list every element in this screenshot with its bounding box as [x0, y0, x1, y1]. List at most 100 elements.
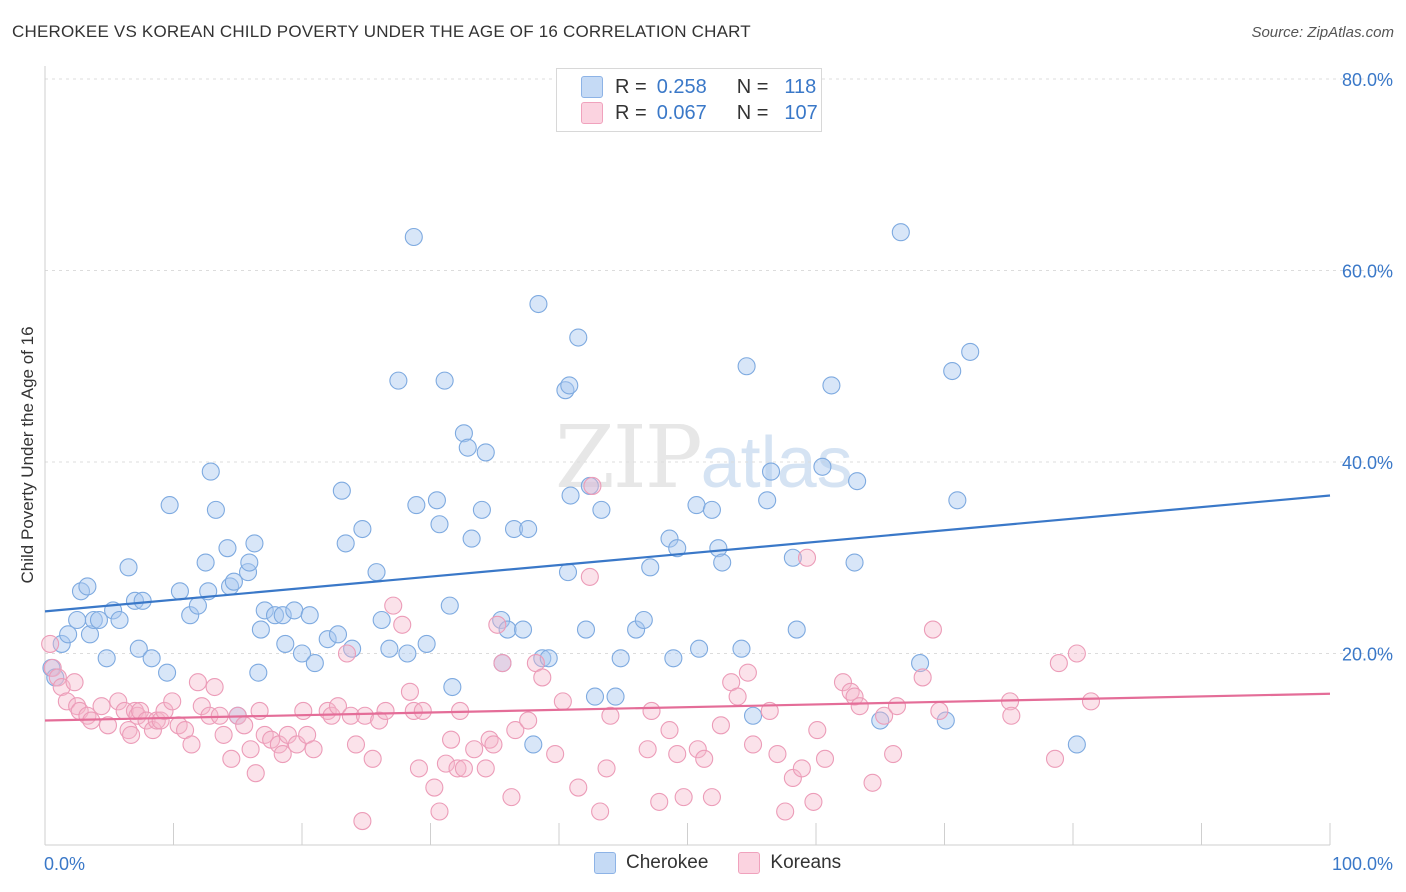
cherokee-point — [273, 606, 292, 625]
legend-n-value: 107 — [784, 101, 818, 124]
koreans-point — [597, 759, 616, 778]
cherokee-point — [84, 610, 103, 630]
cherokee-point — [265, 606, 285, 625]
cherokee-point — [524, 735, 543, 754]
koreans-point — [205, 677, 224, 697]
koreans-trend-line — [44, 692, 1331, 722]
cherokee-point — [687, 496, 706, 515]
koreans-point — [760, 701, 779, 721]
koreans-point — [792, 759, 811, 778]
koreans-point — [400, 682, 419, 701]
cherokee-point — [458, 438, 477, 457]
legend-r-value: 0.258 — [656, 75, 707, 98]
cherokee-point — [848, 472, 867, 491]
chart-title: CHEROKEE VS KOREAN CHILD POVERTY UNDER T… — [12, 22, 751, 41]
cherokee-point — [709, 539, 728, 558]
cherokee-point — [560, 376, 579, 395]
cherokee-point — [305, 654, 324, 673]
koreans-point — [143, 721, 162, 740]
koreans-point — [1045, 749, 1065, 768]
cherokee-point — [690, 639, 709, 658]
y-tick-label: 80.0% — [1342, 70, 1393, 90]
koreans-point — [294, 701, 313, 721]
cherokee-point — [80, 625, 100, 644]
cherokee-point — [576, 620, 596, 639]
koreans-point — [384, 596, 403, 615]
koreans-point — [119, 721, 138, 740]
cherokee-point — [292, 644, 312, 663]
koreans-point — [815, 749, 835, 768]
koreans-point — [728, 687, 747, 706]
koreans-point — [743, 735, 763, 754]
koreans-point — [341, 706, 360, 725]
cherokee-point — [660, 529, 679, 548]
cherokee-point — [380, 639, 399, 658]
cherokee-point — [97, 649, 116, 668]
koreans-point — [583, 476, 602, 495]
legend-r-label: R = — [615, 75, 647, 98]
cherokee-point — [240, 553, 259, 572]
koreans-point — [122, 725, 141, 744]
koreans-point — [128, 706, 147, 725]
cherokee-point — [398, 644, 417, 663]
cherokee-point — [353, 519, 372, 539]
koreans-point — [278, 725, 297, 744]
koreans-point — [493, 654, 512, 673]
cherokee-point — [68, 610, 87, 630]
cherokee-point — [407, 496, 426, 515]
koreans-point — [695, 749, 714, 768]
cherokee-swatch — [581, 76, 603, 98]
legend-label-koreans: Koreans — [770, 852, 842, 873]
koreans-point — [98, 716, 118, 735]
cherokee-point — [664, 649, 683, 668]
legend-n-label: N = — [736, 101, 769, 124]
cherokee-point — [142, 649, 161, 668]
correlation-legend: R = 0.258 N = 118 R = 0.067 N = 107 — [556, 68, 822, 132]
cherokee-point — [519, 519, 538, 539]
cherokee-point — [318, 630, 337, 649]
koreans-point — [930, 701, 949, 721]
koreans-point — [92, 697, 111, 716]
koreans-point — [409, 759, 428, 778]
cherokee-point — [454, 424, 473, 443]
cherokee-point — [476, 443, 495, 462]
cherokee-point — [160, 496, 179, 515]
koreans-point — [65, 673, 84, 692]
cherokee-point — [758, 491, 777, 510]
legend-r-value: 0.067 — [656, 101, 707, 124]
koreans-point — [192, 697, 211, 716]
cherokee-point — [125, 591, 144, 610]
koreans-point — [1067, 644, 1086, 663]
legend-r-label: R = — [615, 101, 647, 124]
koreans-point — [923, 620, 942, 639]
watermark-zip: ZIP — [555, 408, 703, 508]
cherokee-point — [181, 606, 200, 625]
cherokee-point — [891, 223, 910, 242]
koreans-point — [845, 687, 864, 706]
koreans-point — [875, 706, 894, 725]
watermark: ZIPatlas — [555, 408, 853, 508]
cherokee-point — [761, 462, 781, 481]
legend-label-cherokee: Cherokee — [626, 852, 709, 873]
koreans-point — [569, 778, 588, 797]
cherokee-point — [592, 500, 611, 519]
cherokee-point — [404, 227, 423, 247]
cherokee-point — [936, 711, 955, 730]
koreans-point — [488, 615, 507, 634]
koreans-point — [182, 735, 201, 754]
koreans-point — [776, 802, 795, 821]
cherokee-point — [845, 553, 864, 572]
cherokee-point — [911, 654, 930, 673]
cherokee-point — [110, 610, 129, 630]
koreans-point — [476, 759, 495, 778]
x-tick-label: 100.0% — [1332, 854, 1393, 874]
koreans-point — [783, 768, 802, 788]
cherokee-point — [1067, 735, 1086, 754]
koreans-point — [188, 673, 207, 692]
koreans-point — [797, 548, 817, 567]
koreans-point — [884, 744, 903, 764]
source-label: Source: ZipAtlas.com — [1251, 24, 1394, 41]
cherokee-point — [158, 663, 177, 682]
koreans-point — [913, 668, 932, 687]
watermark-atlas: atlas — [700, 423, 853, 503]
